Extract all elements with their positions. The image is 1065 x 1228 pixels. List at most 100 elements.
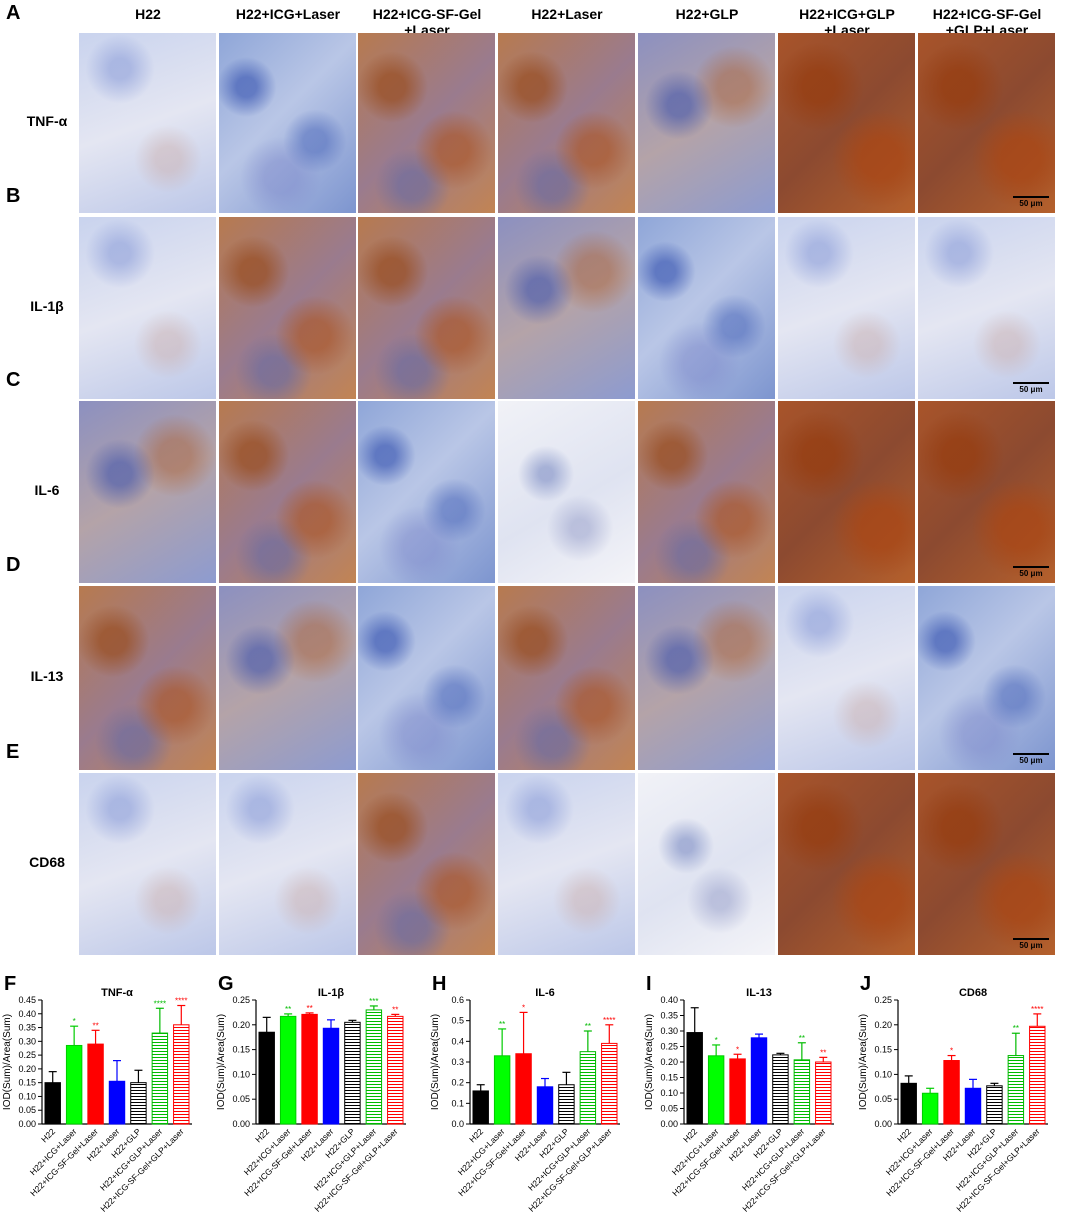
y-tick-label: 0.35 bbox=[18, 1023, 36, 1033]
column-header: H22+ICG+Laser bbox=[235, 6, 341, 22]
y-tick-label: 0.6 bbox=[451, 995, 464, 1005]
ihc-micrograph bbox=[358, 217, 495, 399]
bar bbox=[279, 1015, 297, 1125]
y-axis-label: IOD(Sum)/Area(Sum) bbox=[644, 1014, 655, 1110]
y-axis-label: IOD(Sum)/Area(Sum) bbox=[430, 1014, 441, 1110]
ihc-micrograph bbox=[79, 401, 216, 583]
scale-bar-line bbox=[1013, 382, 1049, 384]
chart-title: CD68 bbox=[959, 987, 987, 999]
ihc-micrograph: 50 μm bbox=[918, 217, 1055, 399]
y-axis-label: IOD(Sum)/Area(Sum) bbox=[216, 1014, 227, 1110]
bar bbox=[900, 1082, 917, 1125]
chart-title: IL-13 bbox=[746, 987, 772, 999]
ihc-micrograph bbox=[498, 33, 635, 213]
bar bbox=[515, 1053, 532, 1125]
y-tick-label: 0.05 bbox=[874, 1094, 892, 1104]
y-tick-label: 0.10 bbox=[18, 1091, 36, 1101]
panel-letter: H bbox=[432, 973, 446, 995]
y-tick-label: 0.05 bbox=[660, 1104, 678, 1114]
scale-bar-line bbox=[1013, 196, 1049, 198]
row-label: CD68 bbox=[29, 854, 65, 870]
ihc-micrograph bbox=[219, 586, 356, 770]
y-tick-label: 0.20 bbox=[874, 1020, 892, 1030]
bar bbox=[65, 1044, 83, 1125]
scale-bar-label: 50 μm bbox=[1019, 385, 1043, 394]
y-tick-label: 0.00 bbox=[18, 1119, 36, 1129]
ihc-micrograph bbox=[498, 586, 635, 770]
ihc-micrograph bbox=[638, 401, 775, 583]
significance-stars: ** bbox=[306, 1004, 312, 1013]
significance-stars: ** bbox=[285, 1005, 291, 1014]
panel-letter: C bbox=[6, 369, 21, 391]
y-tick-label: 0.05 bbox=[232, 1094, 250, 1104]
y-tick-label: 0.40 bbox=[18, 1009, 36, 1019]
panel-letter: I bbox=[646, 973, 652, 995]
significance-stars: **** bbox=[175, 997, 187, 1006]
significance-stars: * bbox=[736, 1045, 739, 1054]
bar bbox=[793, 1059, 811, 1125]
y-tick-label: 0.10 bbox=[232, 1069, 250, 1079]
bar bbox=[151, 1032, 169, 1125]
y-tick-label: 0.05 bbox=[18, 1105, 36, 1115]
bar bbox=[44, 1082, 61, 1125]
ihc-micrograph bbox=[778, 586, 915, 770]
y-tick-label: 0.30 bbox=[660, 1026, 678, 1036]
bar bbox=[322, 1027, 340, 1125]
y-tick-label: 0.10 bbox=[660, 1088, 678, 1098]
scale-bar: 50 μm bbox=[1013, 382, 1049, 394]
scale-bar: 50 μm bbox=[1013, 753, 1049, 765]
x-tick-label: H22 bbox=[681, 1126, 699, 1144]
scale-bar-label: 50 μm bbox=[1019, 941, 1043, 950]
ihc-micrograph bbox=[778, 401, 915, 583]
y-tick-label: 0.15 bbox=[874, 1045, 892, 1055]
ihc-micrograph bbox=[79, 773, 216, 955]
panel-letter: A bbox=[6, 2, 21, 24]
column-header: H22 bbox=[135, 6, 161, 22]
panel-letter: B bbox=[6, 185, 21, 207]
x-tick-label: H22 bbox=[253, 1126, 271, 1144]
x-tick-label: H22 bbox=[467, 1126, 485, 1144]
y-tick-label: 0.35 bbox=[660, 1011, 678, 1021]
bar bbox=[772, 1054, 789, 1125]
ihc-micrograph bbox=[498, 773, 635, 955]
bar bbox=[815, 1061, 832, 1125]
significance-stars: **** bbox=[603, 1016, 615, 1025]
significance-stars: **** bbox=[154, 999, 166, 1008]
bar bbox=[130, 1082, 147, 1125]
bar bbox=[365, 1009, 383, 1125]
ihc-micrograph bbox=[358, 33, 495, 213]
chart-title: IL-6 bbox=[535, 987, 555, 999]
panel-letter: G bbox=[218, 973, 234, 995]
significance-stars: *** bbox=[369, 997, 378, 1006]
significance-stars: * bbox=[715, 1036, 718, 1045]
bar bbox=[964, 1087, 982, 1125]
bar bbox=[173, 1024, 190, 1125]
significance-stars: * bbox=[73, 1017, 76, 1026]
bar bbox=[943, 1060, 960, 1125]
bar-charts-svg: F TNF-α IOD(Sum)/Area(Sum) 0.00 0.05 0.10 0.15… bbox=[2, 973, 1048, 1214]
bar bbox=[87, 1043, 104, 1125]
ihc-micrograph bbox=[358, 773, 495, 955]
bar bbox=[493, 1055, 511, 1125]
bar bbox=[1007, 1055, 1025, 1125]
y-tick-label: 0.25 bbox=[18, 1050, 36, 1060]
y-tick-label: 0.00 bbox=[232, 1119, 250, 1129]
significance-stars: ** bbox=[799, 1034, 805, 1043]
ihc-micrograph: 50 μm bbox=[918, 401, 1055, 583]
scale-bar-label: 50 μm bbox=[1019, 756, 1043, 765]
bar bbox=[707, 1055, 725, 1125]
ihc-micrograph bbox=[638, 217, 775, 399]
y-tick-label: 0.20 bbox=[660, 1057, 678, 1067]
significance-stars: ** bbox=[820, 1048, 826, 1057]
y-tick-label: 0.2 bbox=[451, 1078, 464, 1088]
significance-stars: ** bbox=[92, 1021, 98, 1030]
y-tick-label: 0.15 bbox=[660, 1073, 678, 1083]
ihc-micrograph bbox=[219, 773, 356, 955]
y-tick-label: 0.10 bbox=[874, 1069, 892, 1079]
ihc-micrograph bbox=[79, 586, 216, 770]
chart-title: IL-1β bbox=[318, 987, 345, 999]
ihc-micrograph bbox=[778, 217, 915, 399]
ihc-micrograph bbox=[358, 401, 495, 583]
ihc-micrograph bbox=[219, 33, 356, 213]
ihc-micrograph: 50 μm bbox=[918, 33, 1055, 213]
